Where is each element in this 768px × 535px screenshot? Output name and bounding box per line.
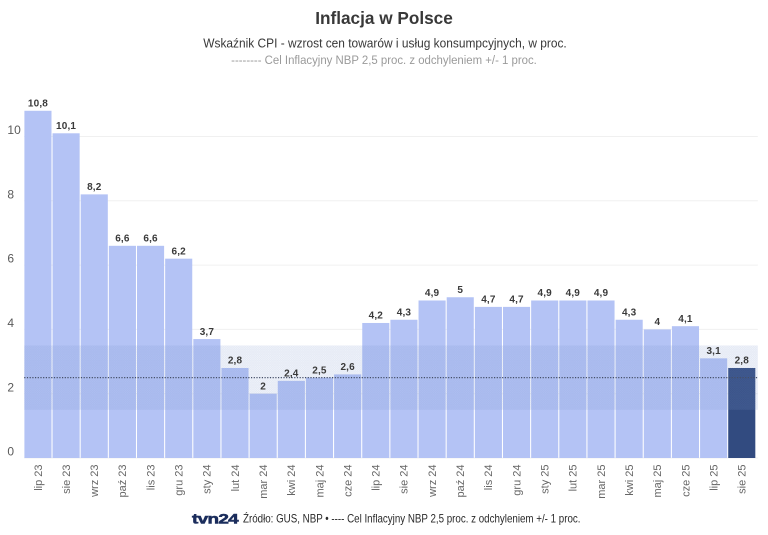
svg-text:sty 25: sty 25 [540,465,552,494]
svg-text:8,2: 8,2 [87,182,102,193]
svg-text:Wskaźnik CPI - wzrost cen towa: Wskaźnik CPI - wzrost cen towarów i usłu… [203,36,566,50]
svg-text:2: 2 [7,380,14,394]
svg-text:lut 25: lut 25 [568,465,580,492]
svg-text:4,7: 4,7 [481,295,496,306]
svg-text:4: 4 [654,317,660,328]
svg-text:kwi 24: kwi 24 [286,465,298,496]
svg-text:4,9: 4,9 [594,288,609,299]
svg-text:10,1: 10,1 [56,121,76,132]
svg-text:sie 25: sie 25 [737,465,749,494]
svg-text:lip 24: lip 24 [371,465,383,491]
svg-text:sty 24: sty 24 [202,465,214,494]
svg-text:paź 23: paź 23 [117,465,129,498]
svg-text:6,6: 6,6 [143,234,158,245]
svg-text:2: 2 [260,381,266,392]
svg-text:lip 23: lip 23 [33,465,45,491]
svg-text:lis 24: lis 24 [483,465,495,491]
svg-text:4,7: 4,7 [509,295,524,306]
svg-text:sie 23: sie 23 [61,465,73,494]
svg-text:2,8: 2,8 [228,356,243,367]
svg-text:2,5: 2,5 [312,365,327,376]
svg-text:maj 25: maj 25 [652,465,664,498]
svg-text:-------- Cel Inflacyjny NBP 2,: -------- Cel Inflacyjny NBP 2,5 proc. z … [231,54,537,67]
svg-text:6,6: 6,6 [115,234,130,245]
svg-text:cze 24: cze 24 [342,465,354,497]
svg-text:gru 23: gru 23 [174,465,186,496]
svg-text:5: 5 [457,285,463,296]
svg-text:lip 25: lip 25 [708,465,720,491]
svg-text:4,3: 4,3 [397,307,412,318]
svg-text:lut 24: lut 24 [230,465,242,492]
svg-text:lis 23: lis 23 [145,465,157,491]
svg-text:mar 25: mar 25 [596,465,608,499]
svg-text:sie 24: sie 24 [399,465,411,494]
svg-text:4,9: 4,9 [425,288,440,299]
svg-text:4,1: 4,1 [678,314,693,325]
svg-text:wrz 23: wrz 23 [89,465,101,498]
svg-text:paź 24: paź 24 [455,465,467,498]
svg-text:3,1: 3,1 [706,346,721,357]
svg-text:wrz 24: wrz 24 [427,465,439,498]
svg-text:2,8: 2,8 [735,356,750,367]
svg-text:maj 24: maj 24 [314,465,326,498]
svg-text:Źródło: GUS, NBP • ---- Cel In: Źródło: GUS, NBP • ---- Cel Inflacyjny N… [243,512,580,526]
svg-text:4,3: 4,3 [622,307,637,318]
svg-text:10: 10 [7,123,21,137]
svg-text:2,6: 2,6 [340,362,355,373]
svg-text:6: 6 [7,252,14,266]
svg-text:0: 0 [7,445,14,459]
svg-text:kwi 25: kwi 25 [624,465,636,496]
svg-text:4: 4 [7,316,14,330]
svg-text:8: 8 [7,187,14,201]
svg-text:4,2: 4,2 [369,311,384,322]
svg-text:gru 24: gru 24 [511,465,523,496]
svg-text:2,4: 2,4 [284,369,299,380]
svg-text:3,7: 3,7 [200,327,215,338]
svg-text:tvn24: tvn24 [192,511,240,527]
svg-text:cze 25: cze 25 [680,465,692,497]
svg-text:4,9: 4,9 [566,288,581,299]
svg-text:10,8: 10,8 [28,98,48,109]
svg-text:4,9: 4,9 [538,288,553,299]
svg-text:Inflacja w Polsce: Inflacja w Polsce [315,8,453,28]
svg-text:6,2: 6,2 [172,246,187,257]
svg-text:mar 24: mar 24 [258,465,270,499]
